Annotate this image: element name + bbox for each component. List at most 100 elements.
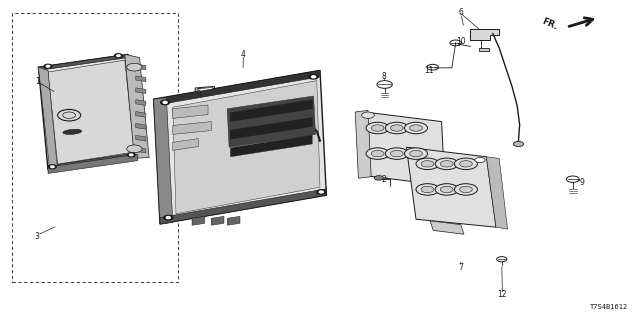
Circle shape: [454, 184, 477, 195]
Polygon shape: [136, 64, 146, 70]
Polygon shape: [227, 96, 316, 147]
Polygon shape: [48, 153, 138, 170]
Circle shape: [362, 112, 374, 118]
Text: 11: 11: [424, 66, 433, 75]
Text: 1: 1: [35, 77, 40, 86]
Circle shape: [44, 64, 52, 68]
Polygon shape: [160, 189, 326, 224]
Ellipse shape: [63, 129, 82, 134]
Polygon shape: [195, 86, 214, 98]
Polygon shape: [230, 117, 312, 139]
Text: 9: 9: [580, 178, 585, 187]
Polygon shape: [125, 54, 149, 158]
Text: FR.: FR.: [540, 17, 559, 31]
Circle shape: [115, 54, 122, 58]
Polygon shape: [486, 157, 508, 229]
Circle shape: [404, 148, 428, 159]
Text: 4: 4: [241, 50, 246, 59]
Circle shape: [319, 191, 323, 193]
Circle shape: [164, 215, 173, 220]
Circle shape: [116, 55, 120, 57]
Circle shape: [454, 158, 477, 170]
Polygon shape: [430, 221, 464, 234]
Polygon shape: [173, 122, 211, 134]
Polygon shape: [136, 147, 146, 153]
Circle shape: [416, 158, 439, 170]
Text: T7S4B1612: T7S4B1612: [590, 304, 628, 310]
Circle shape: [404, 122, 428, 134]
Polygon shape: [48, 60, 134, 164]
Polygon shape: [136, 135, 146, 141]
Text: 6: 6: [458, 8, 463, 17]
Circle shape: [410, 150, 422, 157]
Circle shape: [513, 141, 524, 147]
Circle shape: [127, 153, 135, 157]
Polygon shape: [136, 100, 146, 105]
Circle shape: [421, 186, 434, 193]
Polygon shape: [48, 154, 138, 173]
Circle shape: [51, 166, 54, 168]
Circle shape: [46, 65, 50, 67]
Circle shape: [421, 161, 434, 167]
Circle shape: [127, 145, 142, 153]
Polygon shape: [211, 216, 224, 225]
Circle shape: [440, 161, 453, 167]
Polygon shape: [355, 110, 371, 178]
Polygon shape: [154, 98, 173, 224]
Circle shape: [163, 101, 167, 103]
Text: 2: 2: [381, 175, 387, 184]
Circle shape: [440, 186, 453, 193]
Polygon shape: [173, 139, 198, 150]
Bar: [479, 48, 489, 51]
Text: 10: 10: [456, 37, 466, 46]
Polygon shape: [136, 88, 146, 93]
Circle shape: [410, 125, 422, 131]
Polygon shape: [173, 105, 208, 118]
Polygon shape: [136, 112, 146, 117]
Text: 5: 5: [196, 88, 201, 97]
Circle shape: [385, 148, 408, 159]
Circle shape: [374, 176, 383, 180]
Circle shape: [390, 150, 403, 157]
Circle shape: [416, 184, 439, 195]
Polygon shape: [136, 124, 146, 129]
Circle shape: [371, 150, 384, 157]
Circle shape: [166, 217, 170, 219]
Text: 12: 12: [498, 290, 507, 299]
Bar: [12, 13, 178, 282]
Circle shape: [161, 100, 170, 105]
Circle shape: [49, 165, 56, 169]
Circle shape: [366, 122, 389, 134]
Circle shape: [371, 125, 384, 131]
Polygon shape: [173, 81, 320, 214]
Circle shape: [309, 75, 318, 79]
Polygon shape: [197, 87, 212, 97]
Polygon shape: [230, 100, 312, 122]
Polygon shape: [230, 135, 312, 157]
Circle shape: [475, 157, 485, 163]
Text: 7: 7: [458, 263, 463, 272]
Circle shape: [129, 154, 133, 156]
Polygon shape: [38, 54, 128, 70]
Circle shape: [460, 161, 472, 167]
Circle shape: [435, 158, 458, 170]
Polygon shape: [38, 54, 138, 170]
Polygon shape: [192, 216, 205, 225]
Text: 3: 3: [35, 232, 40, 241]
Circle shape: [435, 184, 458, 195]
Polygon shape: [154, 70, 326, 224]
Text: 8: 8: [381, 72, 387, 81]
Polygon shape: [227, 216, 240, 225]
Circle shape: [127, 63, 142, 71]
Polygon shape: [470, 29, 499, 40]
Polygon shape: [154, 70, 320, 106]
Polygon shape: [38, 67, 58, 172]
Polygon shape: [406, 147, 496, 227]
Circle shape: [460, 186, 472, 193]
Circle shape: [312, 76, 316, 78]
Circle shape: [317, 190, 326, 194]
Polygon shape: [136, 76, 146, 82]
Polygon shape: [365, 112, 445, 186]
Circle shape: [366, 148, 389, 159]
Circle shape: [390, 125, 403, 131]
